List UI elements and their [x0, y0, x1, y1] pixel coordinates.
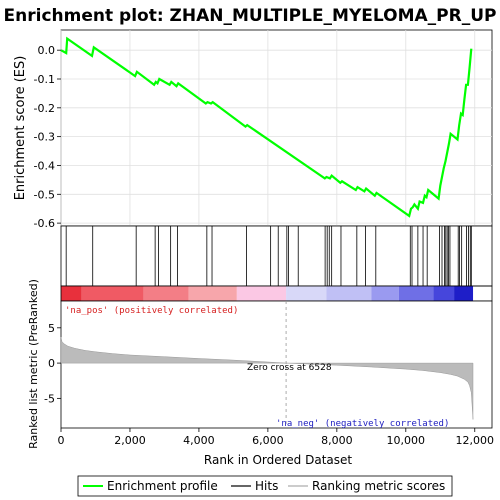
es-y-axis-label: Enrichment score (ES)	[13, 56, 28, 201]
x-tick-label: 0	[58, 434, 65, 447]
hits-panel	[60, 225, 493, 287]
enrichment-profile-line	[60, 36, 473, 218]
zero-cross-label: Zero cross at 6528	[247, 363, 332, 373]
ranking-metric-area	[60, 336, 474, 420]
heatbar-segment	[81, 286, 144, 301]
neg-correlated-label: 'na_neg' (negatively correlated)	[276, 419, 449, 429]
es-tick-label: -0.5	[34, 188, 55, 201]
es-panel: 0.0 -0.1 -0.2 -0.3 -0.4 -0.5 -0.6 Enrichment s…	[13, 29, 493, 230]
metric-y-ticks: 5 0 -5	[44, 322, 61, 405]
es-tick-label: -0.2	[34, 102, 55, 115]
hit-marks	[65, 226, 472, 286]
es-panel-frame	[60, 29, 493, 227]
legend-metric-label: Ranking metric scores	[312, 479, 445, 493]
es-tick-label: -0.3	[34, 131, 55, 144]
heatbar-segment	[143, 286, 189, 301]
legend-enrichment-label: Enrichment profile	[107, 479, 218, 493]
chart-title: Enrichment plot: ZHAN_MULTIPLE_MYELOMA_P…	[4, 6, 497, 26]
x-tick-label: 4,000	[183, 434, 215, 447]
ranking-heatbar	[61, 286, 474, 301]
x-tick-label: 12,000	[456, 434, 495, 447]
metric-panel: 5 0 -5 0 2,000 4,000 6,000 8,000 10,000 12,000 '…	[27, 279, 494, 467]
es-tick-label: -0.4	[34, 159, 55, 172]
legend: Enrichment profile Hits Ranking metric s…	[77, 475, 453, 497]
legend-hits-label: Hits	[255, 479, 278, 493]
heatbar-segment	[286, 286, 327, 301]
pos-correlated-label: 'na_pos' (positively correlated)	[65, 306, 238, 316]
metric-tick-label: 0	[48, 357, 55, 370]
x-tick-label: 2,000	[114, 434, 146, 447]
heatbar-segment	[326, 286, 372, 301]
es-y-ticks: 0.0 -0.1 -0.2 -0.3 -0.4 -0.5 -0.6	[34, 44, 61, 230]
metric-x-ticks: 0 2,000 4,000 6,000 8,000 10,000 12,000	[58, 428, 495, 447]
enrichment-profile-path	[60, 36, 473, 218]
heatbar-segment	[188, 286, 237, 301]
heatbar-segment	[371, 286, 399, 301]
metric-tick-label: -5	[44, 392, 55, 405]
es-grid	[60, 30, 492, 226]
heatbar-segment	[454, 286, 474, 301]
metric-y-axis-label: Ranked list metric (PreRanked)	[27, 279, 40, 449]
es-tick-label: -0.1	[34, 73, 55, 86]
heatbar-segment	[236, 286, 287, 301]
metric-tick-label: 5	[48, 322, 55, 335]
heatbar-segment	[398, 286, 434, 301]
x-tick-label: 6,000	[252, 434, 284, 447]
heatbar-segment	[61, 286, 82, 301]
x-axis-label: Rank in Ordered Dataset	[204, 453, 352, 467]
x-tick-label: 8,000	[321, 434, 353, 447]
es-tick-label: -0.6	[34, 217, 55, 230]
legend-frame	[77, 475, 453, 497]
ranking-metric-fill	[60, 336, 474, 420]
x-tick-label: 10,000	[387, 434, 426, 447]
heatbar-segment	[433, 286, 455, 301]
es-tick-label: 0.0	[38, 44, 56, 57]
